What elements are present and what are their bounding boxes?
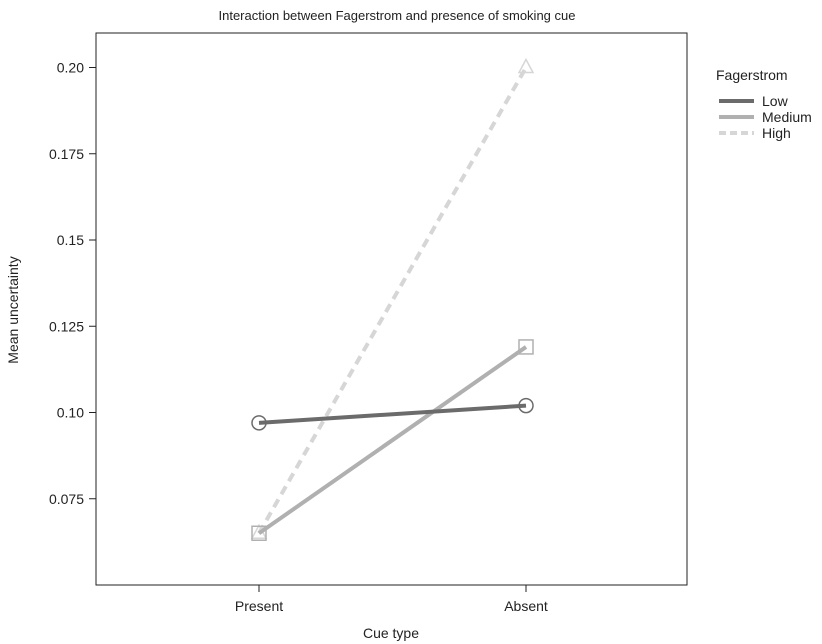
x-axis-label: Cue type [363, 625, 419, 641]
series-line-medium [257, 345, 528, 535]
series-line-low [258, 403, 527, 425]
y-tick-label: 0.175 [49, 146, 84, 162]
y-tick-label: 0.125 [49, 318, 84, 334]
y-axis-label: Mean uncertainty [5, 256, 21, 363]
chart-title: Interaction between Fagerstrom and prese… [219, 8, 576, 23]
data-point-low [518, 397, 534, 414]
y-tick-label: 0.20 [57, 60, 84, 76]
x-tick-label: Absent [504, 598, 548, 614]
x-axis: Present Absent [235, 585, 548, 614]
y-axis: 0.075 0.10 0.125 0.15 0.175 0.20 [49, 60, 96, 507]
legend-label-high: High [762, 125, 791, 141]
plot-frame [95, 32, 688, 586]
series-line-high [257, 66, 528, 535]
x-tick-label: Present [235, 598, 283, 614]
data-point-low [251, 415, 267, 431]
y-tick-label: 0.075 [49, 491, 84, 507]
data-point-medium [518, 339, 534, 355]
data-point-medium [251, 525, 267, 541]
series-layer [250, 57, 535, 541]
legend-label-medium: Medium [762, 109, 812, 125]
legend-title: Fagerstrom [716, 67, 788, 83]
y-tick-label: 0.10 [57, 405, 84, 421]
y-tick-label: 0.15 [57, 232, 84, 248]
data-point-high [517, 57, 535, 74]
legend-label-low: Low [762, 93, 789, 109]
